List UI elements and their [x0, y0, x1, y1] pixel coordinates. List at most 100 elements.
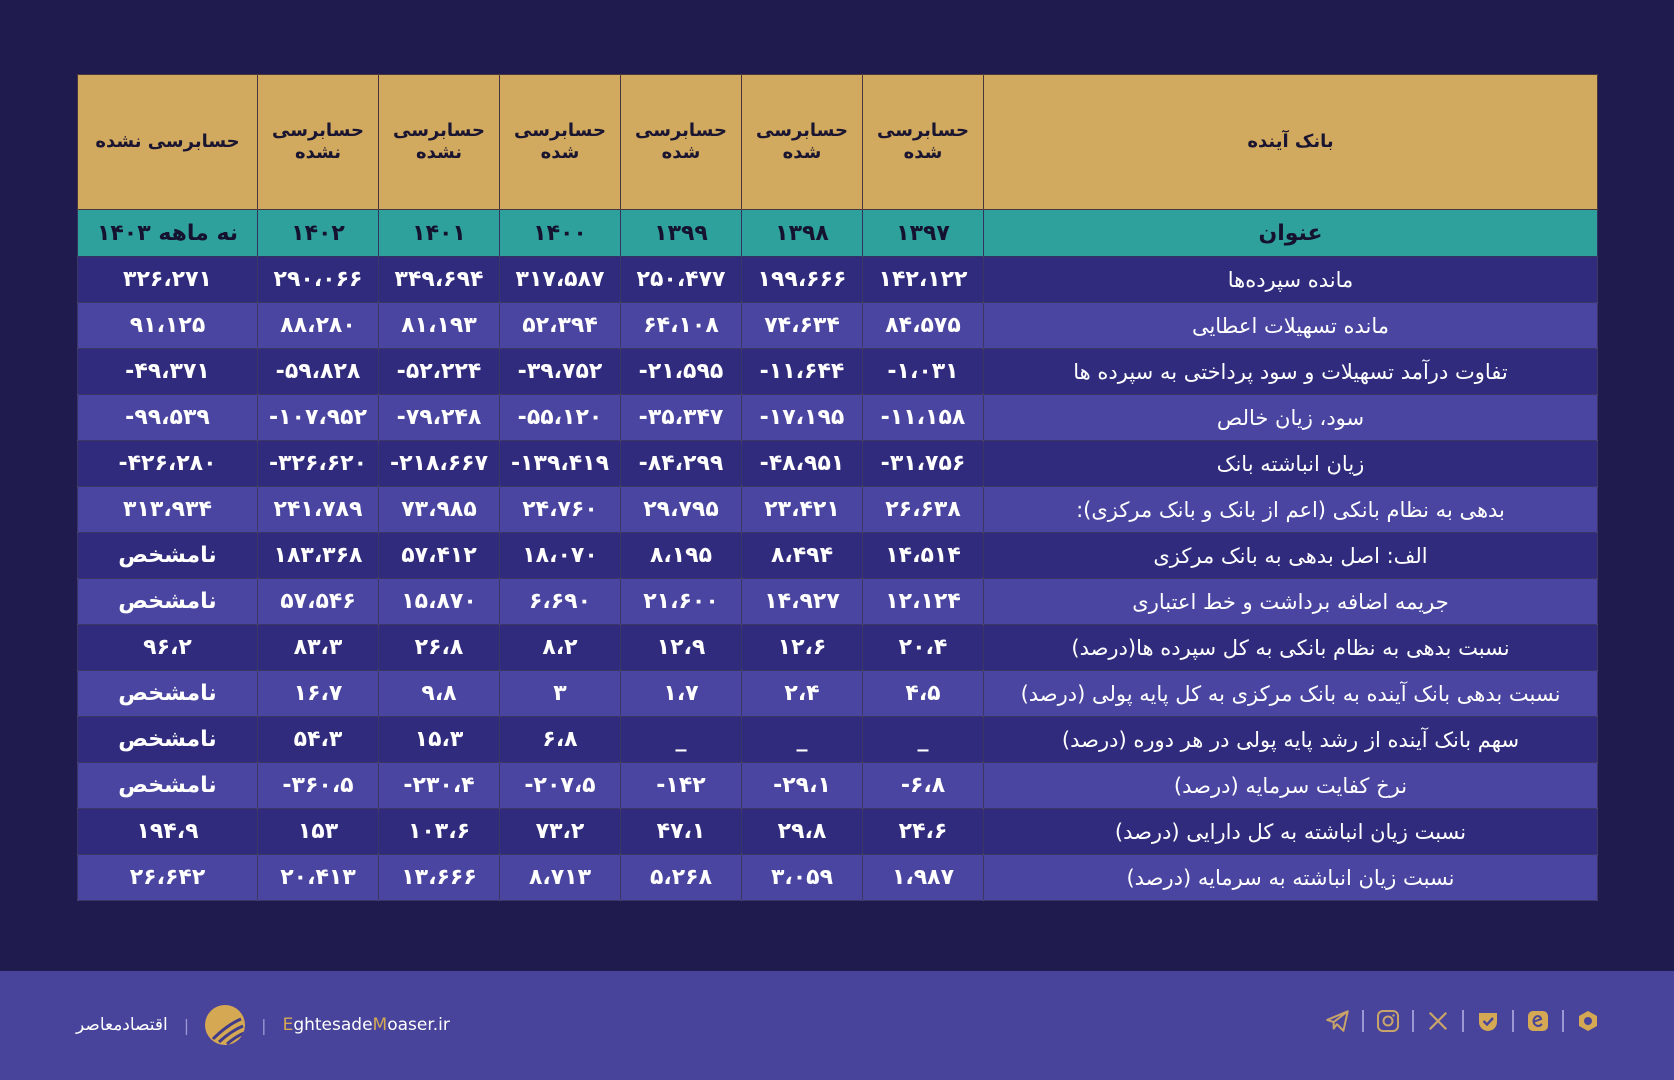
cell-value: ۱،۷: [620, 670, 742, 717]
cell-value: _: [620, 716, 742, 763]
table-row: سود، زیان خالص ۱۱،۱۵۸- ۱۷،۱۹۵- ۳۵،۳۴۷- ۵۵،۱۲…: [77, 394, 1598, 441]
cell-value: ۲۴،۶: [862, 808, 984, 855]
cell-value: ۲۴۱،۷۸۹: [257, 486, 379, 533]
cell-value: ۱۶،۷: [257, 670, 379, 717]
table-row: نسبت بدهی بانک آینده به بانک مرکزی به کل…: [77, 670, 1598, 717]
cell-value: ۵،۲۶۸: [620, 854, 742, 901]
cell-value: ۹۹،۵۳۹-: [77, 394, 258, 441]
row-title: بدهی به نظام بانکی (اعم از بانک و بانک م…: [983, 486, 1598, 533]
cell-value: ۱۳،۶۶۶: [378, 854, 500, 901]
cell-value: ۲،۴: [741, 670, 863, 717]
cell-value: ۳۱۷،۵۸۷: [499, 256, 621, 303]
cell-value: ۵۷،۴۱۲: [378, 532, 500, 579]
cell-value: ۱۹۴،۹: [77, 808, 258, 855]
rubika-icon[interactable]: [1574, 1007, 1602, 1035]
audit-status: حسابرسی نشده: [257, 74, 379, 210]
audit-header-row: بانک آینده حسابرسی شده حسابرسی شده حسابر…: [77, 74, 1598, 210]
cell-value: ۲۹،۱-: [741, 762, 863, 809]
year-header-row: عنوان ۱۳۹۷ ۱۳۹۸ ۱۳۹۹ ۱۴۰۰ ۱۴۰۱ ۱۴۰۲ نه م…: [77, 209, 1598, 257]
cell-value: ۲۹۰،۰۶۶: [257, 256, 379, 303]
year-header: ۱۴۰۰: [499, 209, 621, 257]
cell-value: ۸۴،۵۷۵: [862, 302, 984, 349]
cell-value: ۱۵،۳: [378, 716, 500, 763]
cell-value: ۸،۴۹۴: [741, 532, 863, 579]
cell-value: ۶،۶۹۰: [499, 578, 621, 625]
cell-value: ۳۲۶،۲۷۱: [77, 256, 258, 303]
cell-value: ۱۱،۶۴۴-: [741, 348, 863, 395]
bank-name: بانک آینده: [983, 74, 1598, 210]
cell-value: ۸۱،۱۹۳: [378, 302, 500, 349]
cell-value: ۳۱،۷۵۶-: [862, 440, 984, 487]
cell-value: ۱۰۳،۶: [378, 808, 500, 855]
table-row: الف: اصل بدهی به بانک مرکزی ۱۴،۵۱۴ ۸،۴۹۴ ۸،…: [77, 532, 1598, 579]
cell-value: ۴۹،۳۷۱-: [77, 348, 258, 395]
cell-value: ۴۸،۹۵۱-: [741, 440, 863, 487]
cell-value: ۶،۸-: [862, 762, 984, 809]
cell-value: ۱۴،۹۲۷: [741, 578, 863, 625]
cell-value: ۸۳،۳: [257, 624, 379, 671]
cell-value: ۸،۱۹۵: [620, 532, 742, 579]
audit-status: حسابرسی شده: [862, 74, 984, 210]
cell-value: ۱۵۳: [257, 808, 379, 855]
cell-value: ۲۴،۷۶۰: [499, 486, 621, 533]
cell-value: نامشخص: [77, 716, 258, 763]
year-header: ۱۳۹۹: [620, 209, 742, 257]
table-row: نسبت زیان انباشته به سرمایه (درصد) ۱،۹۸۷ ۳…: [77, 854, 1598, 901]
divider: [1362, 1010, 1364, 1032]
cell-value: ۴۷،۱: [620, 808, 742, 855]
cell-value: ۲۳۰،۴-: [378, 762, 500, 809]
x-icon[interactable]: [1424, 1007, 1452, 1035]
row-title: نرخ کفایت سرمایه (درصد): [983, 762, 1598, 809]
row-title: سود، زیان خالص: [983, 394, 1598, 441]
table-row: نرخ کفایت سرمایه (درصد) ۶،۸- ۲۹،۱- ۱۴۲- ۲۰۷،…: [77, 762, 1598, 809]
cell-value: ۱۴،۵۱۴: [862, 532, 984, 579]
cell-value: _: [862, 716, 984, 763]
cell-value: ۶،۸: [499, 716, 621, 763]
year-header: نه ماهه ۱۴۰۳: [77, 209, 258, 257]
cell-value: ۵۷،۵۴۶: [257, 578, 379, 625]
cell-value: ۲۰،۴: [862, 624, 984, 671]
table-row: سهم بانک آینده از رشد پایه پولی در هر دو…: [77, 716, 1598, 763]
cell-value: ۱۹۹،۶۶۶: [741, 256, 863, 303]
cell-value: ۶۴،۱۰۸: [620, 302, 742, 349]
row-title: نسبت بدهی بانک آینده به بانک مرکزی به کل…: [983, 670, 1598, 717]
cell-value: ۳،۰۵۹: [741, 854, 863, 901]
divider: [1462, 1010, 1464, 1032]
website-link[interactable]: EghtesadeMoaser.ir: [282, 1015, 450, 1035]
year-header: ۱۴۰۱: [378, 209, 500, 257]
table-row: تفاوت درآمد تسهیلات و سود پرداختی به سپر…: [77, 348, 1598, 395]
cell-value: ۲۹،۷۹۵: [620, 486, 742, 533]
cell-value: ۱۵،۸۷۰: [378, 578, 500, 625]
cell-value: ۸،۷۱۳: [499, 854, 621, 901]
telegram-icon[interactable]: [1324, 1007, 1352, 1035]
cell-value: ۳۱۳،۹۳۴: [77, 486, 258, 533]
cell-value: ۲۶،۶۴۲: [77, 854, 258, 901]
cell-value: ۱۴۲-: [620, 762, 742, 809]
audit-status: حسابرسی نشده: [378, 74, 500, 210]
row-title: مانده تسهیلات اعطایی: [983, 302, 1598, 349]
cell-value: ۱۰۷،۹۵۲-: [257, 394, 379, 441]
cell-value: نامشخص: [77, 532, 258, 579]
cell-value: ۱،۹۸۷: [862, 854, 984, 901]
cell-value: ۷۳،۹۸۵: [378, 486, 500, 533]
eitaa-icon[interactable]: [1524, 1007, 1552, 1035]
cell-value: ۵۴،۳: [257, 716, 379, 763]
year-header: ۱۳۹۸: [741, 209, 863, 257]
cell-value: ۲۱،۵۹۵-: [620, 348, 742, 395]
cell-value: ۳۹،۷۵۲-: [499, 348, 621, 395]
instagram-icon[interactable]: [1374, 1007, 1402, 1035]
year-header: ۱۳۹۷: [862, 209, 984, 257]
cell-value: ۱۴۲،۱۲۲: [862, 256, 984, 303]
cell-value: ۷۴،۶۳۴: [741, 302, 863, 349]
row-title: نسبت زیان انباشته به سرمایه (درصد): [983, 854, 1598, 901]
row-title: مانده سپرده‌ها: [983, 256, 1598, 303]
cell-value: ۲۰۷،۵-: [499, 762, 621, 809]
row-title: تفاوت درآمد تسهیلات و سود پرداختی به سپر…: [983, 348, 1598, 395]
brand-name-fa: اقتصادمعاصر: [76, 1015, 168, 1035]
verified-icon[interactable]: [1474, 1007, 1502, 1035]
table-row: بدهی به نظام بانکی (اعم از بانک و بانک م…: [77, 486, 1598, 533]
cell-value: ۷۹،۲۴۸-: [378, 394, 500, 441]
cell-value: ۱۲،۹: [620, 624, 742, 671]
table-row: زیان انباشته بانک ۳۱،۷۵۶- ۴۸،۹۵۱- ۸۴،۲۹۹- ۱۳…: [77, 440, 1598, 487]
cell-value: ۸۴،۲۹۹-: [620, 440, 742, 487]
